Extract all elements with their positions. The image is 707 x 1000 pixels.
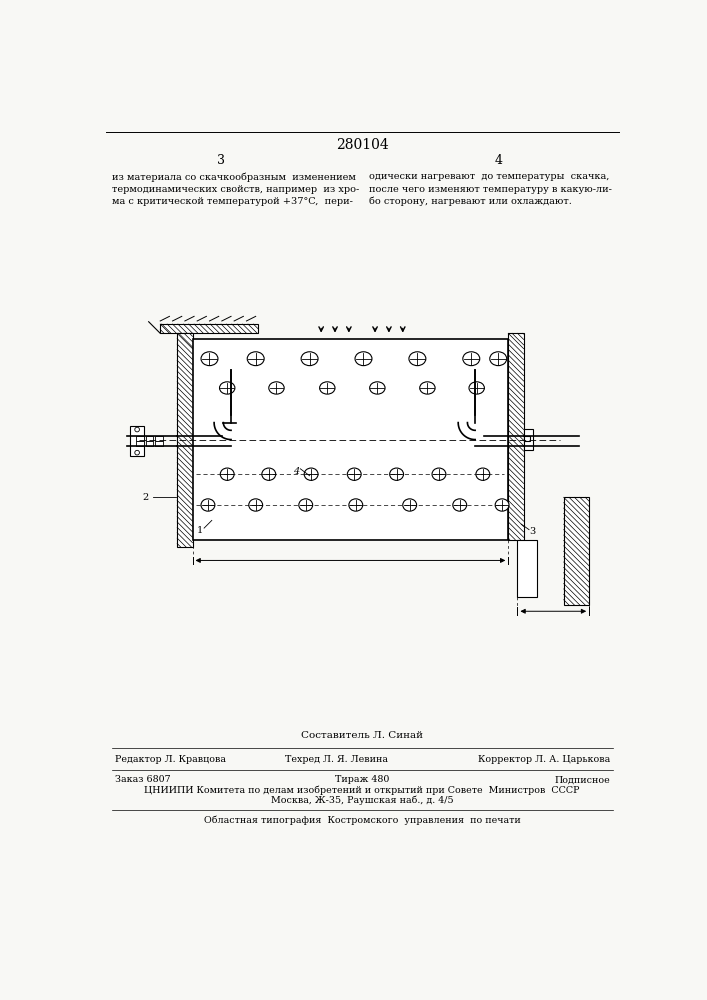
Ellipse shape [299,499,312,511]
Circle shape [135,450,139,455]
Text: 4: 4 [494,154,502,167]
Ellipse shape [463,352,480,366]
Ellipse shape [247,352,264,366]
Text: одически нагревают  до температуры  скачка,
после чего изменяют температуру в ка: одически нагревают до температуры скачка… [369,172,612,206]
Ellipse shape [370,382,385,394]
Text: Корректор Л. А. Царькова: Корректор Л. А. Царькова [478,755,610,764]
Text: из материала со скачкообразным  изменением
термодинамических свойств, например  : из материала со скачкообразным изменение… [112,172,359,206]
Bar [155,441,163,446]
Ellipse shape [262,468,276,480]
Bar [563,497,589,605]
Text: Москва, Ж-35, Раушская наб., д. 4/5: Москва, Ж-35, Раушская наб., д. 4/5 [271,796,453,805]
Bar [508,333,524,540]
Ellipse shape [432,468,446,480]
Text: 3: 3 [529,527,535,536]
Text: 2: 2 [142,493,148,502]
Ellipse shape [221,468,234,480]
Bar [160,324,258,333]
Bar [192,339,508,540]
Text: Тираж 480: Тираж 480 [335,775,389,784]
Ellipse shape [452,499,467,511]
Ellipse shape [495,499,509,511]
Text: Техред Л. Я. Левина: Техред Л. Я. Левина [285,755,388,764]
Text: 4: 4 [293,467,299,476]
Ellipse shape [490,352,507,366]
Bar [130,426,144,456]
Bar [146,436,153,441]
Ellipse shape [349,499,363,511]
Text: Областная типография  Костромского  управления  по печати: Областная типография Костромского управл… [204,816,520,825]
Bar [524,429,533,450]
Ellipse shape [301,352,318,366]
Bar [177,333,192,547]
Ellipse shape [420,382,435,394]
Text: 3: 3 [217,154,225,167]
Ellipse shape [403,499,416,511]
Ellipse shape [201,352,218,366]
Ellipse shape [390,468,404,480]
Ellipse shape [409,352,426,366]
Ellipse shape [269,382,284,394]
Text: Заказ 6807: Заказ 6807 [115,775,170,784]
Bar [155,436,163,441]
Bar [136,441,144,446]
Bar [518,540,537,597]
Bar [524,436,530,441]
Text: Редактор Л. Кравцова: Редактор Л. Кравцова [115,755,226,764]
Bar [146,441,153,446]
Text: ЦНИИПИ Комитета по делам изобретений и открытий при Совете  Министров  СССР: ЦНИИПИ Комитета по делам изобретений и о… [144,786,580,795]
Ellipse shape [249,499,262,511]
Text: 1: 1 [197,526,203,535]
Ellipse shape [469,382,484,394]
Ellipse shape [219,382,235,394]
Text: Составитель Л. Синай: Составитель Л. Синай [301,732,423,740]
Ellipse shape [320,382,335,394]
Circle shape [135,427,139,432]
Text: Подписное: Подписное [554,775,610,784]
Ellipse shape [347,468,361,480]
Ellipse shape [355,352,372,366]
Ellipse shape [304,468,318,480]
Bar [136,436,144,441]
Ellipse shape [201,499,215,511]
Ellipse shape [476,468,490,480]
Text: 280104: 280104 [336,138,388,152]
